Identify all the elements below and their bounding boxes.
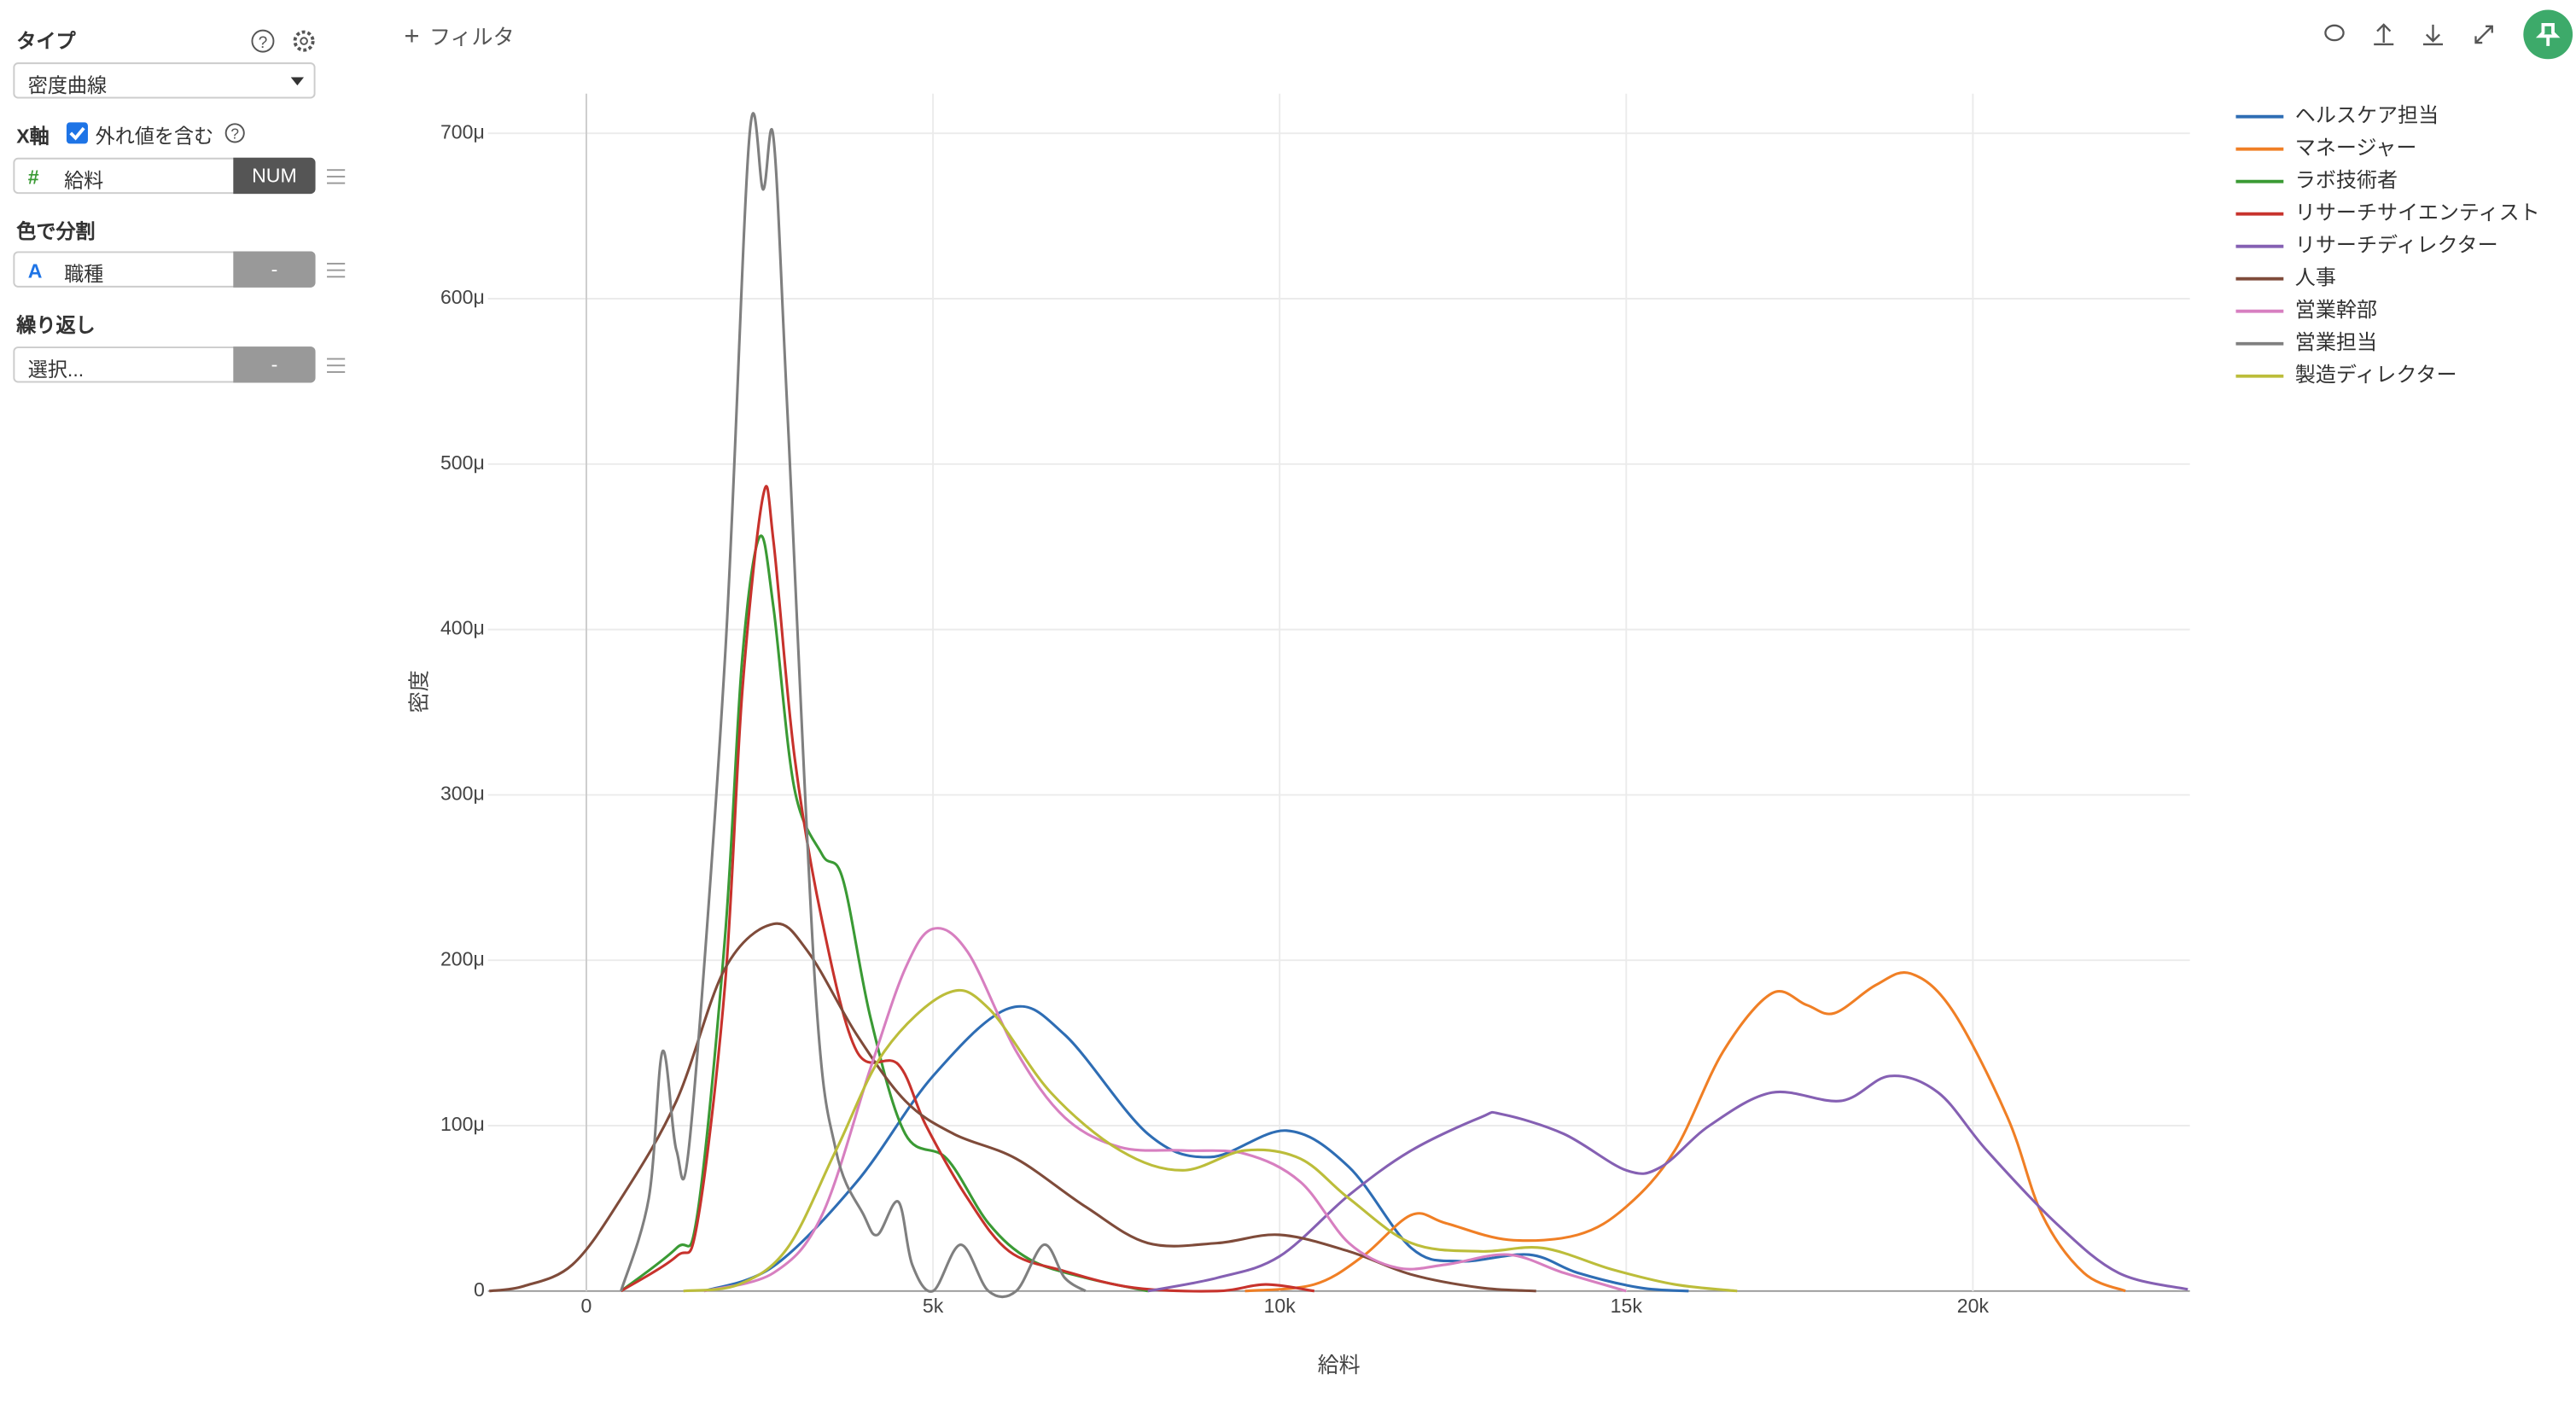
y-tick-label: 500μ bbox=[440, 451, 485, 474]
x-field[interactable]: # 給料 NUM bbox=[13, 157, 316, 195]
settings-icon[interactable] bbox=[291, 28, 318, 55]
density-line bbox=[683, 988, 1738, 1293]
svg-text:?: ? bbox=[230, 125, 239, 143]
color-field[interactable]: A 職種 - bbox=[13, 251, 316, 288]
toolbar-icons bbox=[2324, 23, 2493, 46]
repeat-label: 繰り返し bbox=[16, 313, 96, 337]
comment-icon[interactable] bbox=[2324, 24, 2345, 42]
density-line bbox=[703, 927, 1627, 1293]
x-tick-label: 20k bbox=[1957, 1295, 1990, 1317]
color-field-value: 職種 bbox=[64, 262, 104, 286]
x-field-value: 給料 bbox=[64, 169, 104, 193]
menu-icon[interactable] bbox=[327, 169, 346, 184]
y-axis-title: 密度 bbox=[407, 670, 431, 713]
legend-label: 営業担当 bbox=[2295, 331, 2377, 354]
menu-icon[interactable] bbox=[327, 262, 346, 278]
caret bbox=[290, 77, 305, 86]
legend-label: 製造ディレクター bbox=[2295, 364, 2457, 387]
x-tick-label: 5k bbox=[923, 1295, 944, 1317]
legend-label: リサーチサイエンティスト bbox=[2295, 201, 2540, 224]
color-label: 色で分割 bbox=[16, 219, 96, 243]
repeat-field-kind: - bbox=[233, 346, 316, 383]
pin-button[interactable] bbox=[2521, 9, 2574, 61]
outliers-label: 外れ値を含む bbox=[95, 125, 214, 148]
density-line bbox=[1244, 971, 2126, 1293]
filter-button[interactable]: + フィルタ bbox=[404, 20, 514, 52]
upload-icon[interactable] bbox=[2374, 23, 2394, 46]
help-icon[interactable]: ? bbox=[250, 28, 277, 55]
y-tick-label: 0 bbox=[474, 1278, 485, 1301]
y-tick-label: 600μ bbox=[440, 286, 485, 308]
num-icon: # bbox=[27, 166, 39, 189]
x-tick-label: 0 bbox=[581, 1295, 592, 1317]
density-line bbox=[620, 112, 1087, 1299]
y-tick-label: 700μ bbox=[440, 120, 485, 143]
x-tick-label: 15k bbox=[1611, 1295, 1643, 1317]
x-field-kind: NUM bbox=[233, 157, 316, 195]
legend-label: ラボ技術者 bbox=[2295, 169, 2398, 192]
repeat-field[interactable]: 選択... - bbox=[13, 346, 316, 383]
expand-icon[interactable] bbox=[2474, 25, 2493, 44]
type-select[interactable]: 密度曲線 bbox=[13, 62, 316, 99]
download-icon[interactable] bbox=[2422, 24, 2444, 46]
y-tick-label: 400μ bbox=[440, 617, 485, 639]
legend-label: マネージャー bbox=[2295, 137, 2417, 160]
type-label: タイプ bbox=[16, 29, 76, 53]
density-line bbox=[620, 485, 1315, 1293]
color-field-kind: - bbox=[233, 251, 316, 288]
x-tick-label: 10k bbox=[1264, 1295, 1297, 1317]
y-tick-label: 200μ bbox=[440, 947, 485, 969]
legend-label: 営業幹部 bbox=[2295, 299, 2377, 322]
text-icon: A bbox=[27, 259, 43, 283]
y-tick-label: 100μ bbox=[440, 1113, 485, 1135]
y-tick-label: 300μ bbox=[440, 783, 485, 805]
plus-icon: + bbox=[404, 22, 420, 51]
svg-text:?: ? bbox=[259, 34, 268, 52]
density-line bbox=[489, 922, 1536, 1293]
outliers-checkbox[interactable] bbox=[66, 121, 89, 144]
repeat-field-value: 選択... bbox=[27, 358, 85, 381]
x-axis-title: 給料 bbox=[1318, 1354, 1361, 1377]
legend-label: ヘルスケア担当 bbox=[2295, 104, 2439, 127]
type-value: 密度曲線 bbox=[27, 73, 108, 97]
menu-icon[interactable] bbox=[327, 358, 346, 373]
x-axis-label: X軸 bbox=[16, 125, 50, 148]
filter-label: フィルタ bbox=[429, 24, 515, 49]
legend-label: 人事 bbox=[2295, 266, 2336, 289]
help-icon[interactable]: ? bbox=[224, 121, 247, 144]
legend-label: リサーチディレクター bbox=[2295, 234, 2498, 257]
density-line bbox=[620, 534, 1149, 1293]
density-line bbox=[703, 1004, 1689, 1293]
